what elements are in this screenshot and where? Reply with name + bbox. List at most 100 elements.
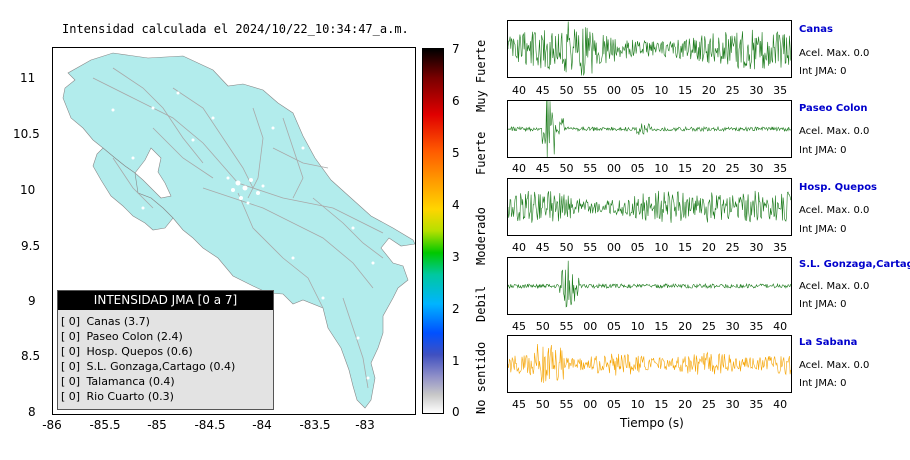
station-name: Canas xyxy=(799,24,833,35)
lat-tick: 9.5 xyxy=(21,239,41,253)
time-tick: 05 xyxy=(630,162,645,175)
time-tick: 50 xyxy=(559,162,574,175)
road-network xyxy=(92,67,384,389)
station-jma: Int JMA: 0 xyxy=(799,145,847,156)
colorbar-tick: 4 xyxy=(452,198,460,212)
time-tick: 50 xyxy=(559,84,574,97)
lon-tick: -85 xyxy=(147,418,167,432)
costa-rica-map-graphic xyxy=(62,52,416,409)
time-tick: 15 xyxy=(654,320,669,333)
time-tick: 45 xyxy=(535,241,550,254)
legend-item-flag: [ 0] xyxy=(61,360,81,373)
time-tick: 30 xyxy=(749,241,764,254)
lat-tick: 10.5 xyxy=(13,127,40,141)
time-tick: 15 xyxy=(678,241,693,254)
time-tick: 20 xyxy=(701,241,716,254)
lon-tick: -84.5 xyxy=(194,418,226,432)
station-name: Hosp. Quepos xyxy=(799,182,878,193)
station-accel: Acel. Max. 0.0 xyxy=(799,126,870,137)
time-tick: 55 xyxy=(583,84,598,97)
colorbar-label: Fuerte xyxy=(474,131,488,175)
time-tick: 10 xyxy=(654,84,669,97)
lon-tick: -83 xyxy=(355,418,375,432)
time-tick: 45 xyxy=(535,162,550,175)
waveform-trace xyxy=(508,260,791,308)
seismogram-panel[interactable] xyxy=(507,100,792,158)
legend-item-flag: [ 0] xyxy=(61,330,81,343)
legend-item-label: S.L. Gonzaga,Cartago (0.4) xyxy=(86,360,236,373)
lon-tick: -84 xyxy=(252,418,272,432)
time-tick: 55 xyxy=(583,162,598,175)
legend-item-label: Talamanca (0.4) xyxy=(86,375,175,388)
colorbar-label: No sentido xyxy=(474,341,488,414)
time-tick: 00 xyxy=(583,398,598,411)
time-tick: 35 xyxy=(749,398,764,411)
nicoya-peninsula xyxy=(92,147,174,231)
time-tick: 00 xyxy=(583,320,598,333)
lon-tick: -83.5 xyxy=(299,418,331,432)
lat-tick: 11 xyxy=(20,71,36,85)
time-tick: 40 xyxy=(512,162,526,175)
seismogram-panel[interactable] xyxy=(507,178,792,236)
colorbar-tick: 3 xyxy=(452,250,460,264)
time-tick: 35 xyxy=(773,241,788,254)
time-tick: 40 xyxy=(512,84,526,97)
time-tick: 05 xyxy=(606,320,621,333)
intensity-colorbar xyxy=(422,48,444,414)
colorbar-label: Debil xyxy=(474,285,488,322)
waveform xyxy=(508,190,791,223)
seismogram-time-ticks: 40 45 50 55 00 05 10 15 20 25 30 35 xyxy=(507,84,790,98)
station-accel: Acel. Max. 0.0 xyxy=(799,360,870,371)
time-tick: 30 xyxy=(725,398,740,411)
legend-item: [ 0] Hosp. Quepos (0.6) xyxy=(61,345,193,358)
colorbar-label: Muy Fuerte xyxy=(474,39,488,112)
time-tick: 30 xyxy=(749,84,764,97)
legend-item-flag: [ 0] xyxy=(61,315,81,328)
legend-item-flag: [ 0] xyxy=(61,390,81,403)
colorbar-tick: 0 xyxy=(452,405,460,419)
time-tick: 55 xyxy=(583,241,598,254)
time-tick: 15 xyxy=(678,84,693,97)
nicoya-gulf xyxy=(134,147,172,199)
time-tick: 35 xyxy=(773,84,788,97)
time-tick: 45 xyxy=(535,84,550,97)
station-jma: Int JMA: 0 xyxy=(799,378,847,389)
station-accel: Acel. Max. 0.0 xyxy=(799,48,870,59)
time-tick: 20 xyxy=(701,162,716,175)
waveform xyxy=(508,101,791,157)
colorbar-tick: 7 xyxy=(452,42,460,56)
time-tick: 50 xyxy=(535,320,550,333)
city-markers xyxy=(111,91,375,380)
time-tick: 20 xyxy=(701,84,716,97)
station-accel: Acel. Max. 0.0 xyxy=(799,281,870,292)
station-jma: Int JMA: 0 xyxy=(799,66,847,77)
seismogram-time-ticks: 40 45 50 55 00 05 10 15 20 25 30 35 xyxy=(507,162,790,176)
lat-tick: 9 xyxy=(28,294,36,308)
seismogram-time-ticks: 40 45 50 55 00 05 10 15 20 25 30 35 xyxy=(507,241,790,255)
lon-tick: -85.5 xyxy=(89,418,121,432)
time-tick: 20 xyxy=(678,320,693,333)
time-tick: 00 xyxy=(606,162,621,175)
time-tick: 10 xyxy=(630,320,645,333)
lon-tick: -86 xyxy=(42,418,62,432)
seismogram-panel[interactable] xyxy=(507,335,792,393)
time-tick: 55 xyxy=(559,398,574,411)
colorbar-tick: 1 xyxy=(452,354,460,368)
time-tick: 25 xyxy=(725,162,740,175)
seismogram-time-ticks: 45 50 55 00 05 10 15 20 25 30 35 40 xyxy=(507,398,790,412)
time-tick: 10 xyxy=(654,241,669,254)
seismogram-panel[interactable] xyxy=(507,257,792,315)
time-tick: 50 xyxy=(559,241,574,254)
time-tick: 40 xyxy=(512,241,526,254)
time-tick: 05 xyxy=(606,398,621,411)
colorbar-tick: 6 xyxy=(452,94,460,108)
time-tick: 25 xyxy=(701,398,716,411)
time-tick: 25 xyxy=(701,320,716,333)
waveform-trace xyxy=(508,101,791,157)
legend-item: [ 0] Paseo Colon (2.4) xyxy=(61,330,183,343)
colorbar-label: Moderado xyxy=(474,207,488,265)
time-tick: 25 xyxy=(725,84,740,97)
map-title: Intensidad calculada el 2024/10/22_10:34… xyxy=(62,22,409,36)
time-tick: 25 xyxy=(725,241,740,254)
seismogram-panel[interactable] xyxy=(507,20,792,78)
